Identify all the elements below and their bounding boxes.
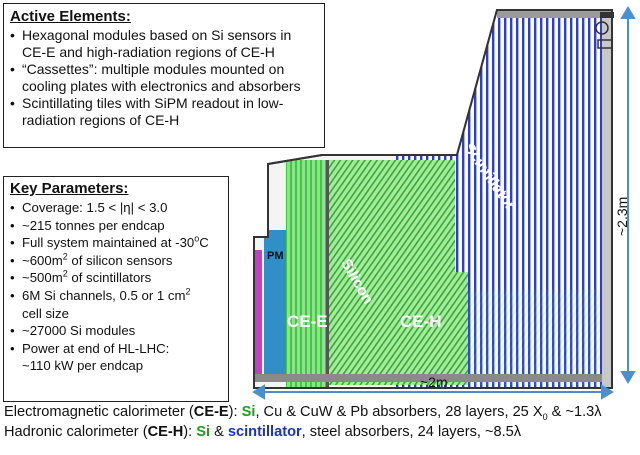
- key-parameters-box: Key Parameters: Coverage: 1.5 < |η| < 3.…: [3, 176, 229, 402]
- caption-sub: 0: [542, 411, 548, 422]
- caption-si: Si: [196, 424, 211, 440]
- caption-text: Electromagnetic calorimeter (: [4, 404, 194, 420]
- em-calorimeter-caption: Electromagnetic calorimeter (CE-E): Si, …: [4, 404, 602, 422]
- caption-ceh: CE-H: [147, 424, 184, 440]
- active-elements-list: Hexagonal modules based on Si sensors in…: [10, 27, 318, 129]
- list-item: ~27000 Si modules: [10, 322, 222, 340]
- caption-text: ):: [183, 424, 197, 440]
- list-item: Power at end of HL-LHC: ~110 kW per endca…: [10, 340, 222, 375]
- key-parameters-title: Key Parameters:: [10, 180, 129, 197]
- width-dimension-arrow: [252, 384, 614, 400]
- pm-label: PM: [267, 250, 284, 262]
- si-area-exp: 2: [62, 251, 68, 262]
- power-title: Power at end of HL-LHC:: [22, 340, 170, 356]
- list-item: “Cassettes”: multiple modules mounted on…: [10, 61, 318, 95]
- caption-si: Si: [241, 404, 256, 420]
- list-item: 6M Si channels, 0.5 or 1 cm2 cell size: [10, 287, 222, 322]
- list-item: ~500m2 of scintillators: [10, 269, 222, 287]
- pm-strip: [254, 250, 262, 382]
- list-item: ~600m2 of silicon sensors: [10, 252, 222, 270]
- caption-text: ):: [228, 404, 242, 420]
- temp-text: Full system maintained at -30: [22, 235, 195, 251]
- cee-region: [286, 160, 328, 388]
- channels-exp: 2: [185, 286, 191, 297]
- key-parameters-list: Coverage: 1.5 < |η| < 3.0 ~215 tonnes pe…: [10, 199, 222, 375]
- caption-cee: CE-E: [193, 404, 229, 420]
- channels-cell-size: cell size: [22, 305, 69, 321]
- active-elements-box: Active Elements: Hexagonal modules based…: [3, 3, 325, 148]
- active-elements-title: Active Elements:: [10, 8, 131, 25]
- height-dimension-label: ~2.3m: [614, 196, 630, 236]
- list-item: Coverage: 1.5 < |η| < 3.0: [10, 199, 222, 217]
- list-item: Scintillating tiles with SiPM readout in…: [10, 95, 318, 129]
- caption-text: Hadronic calorimeter (: [4, 424, 148, 440]
- caption-scint: scintillator: [227, 424, 302, 440]
- cee-front-block: [264, 230, 286, 380]
- cee-label: CE-E: [287, 312, 328, 331]
- caption-text: &: [210, 424, 228, 440]
- power-value: ~110 kW per endcap: [22, 358, 144, 374]
- si-area-value: ~600m: [22, 252, 63, 268]
- list-item: Hexagonal modules based on Si sensors in…: [10, 27, 318, 61]
- width-dimension-label: ~2m: [420, 374, 448, 390]
- hadronic-calorimeter-caption: Hadronic calorimeter (CE-H): Si & scinti…: [4, 424, 521, 440]
- sc-area-text: of scintillators: [67, 270, 152, 286]
- temp-degree: o: [194, 233, 200, 244]
- temp-unit: C: [199, 235, 209, 251]
- channels-text: 6M Si channels, 0.5 or 1 cm: [22, 287, 186, 303]
- caption-text: , steel absorbers, 24 layers, ~8.5λ: [301, 424, 522, 440]
- caption-text: , Cu & CuW & Pb absorbers, 28 layers, 25…: [255, 404, 543, 420]
- sc-area-value: ~500m: [22, 270, 63, 286]
- si-area-text: of silicon sensors: [67, 252, 173, 268]
- sc-area-exp: 2: [62, 268, 68, 279]
- height-dimension-arrow: [620, 6, 636, 384]
- caption-text: & ~1.3λ: [547, 404, 602, 420]
- list-item: Full system maintained at -30oC: [10, 234, 222, 252]
- list-item: ~215 tonnes per endcap: [10, 217, 222, 235]
- ceh-label: CE-H: [400, 312, 442, 331]
